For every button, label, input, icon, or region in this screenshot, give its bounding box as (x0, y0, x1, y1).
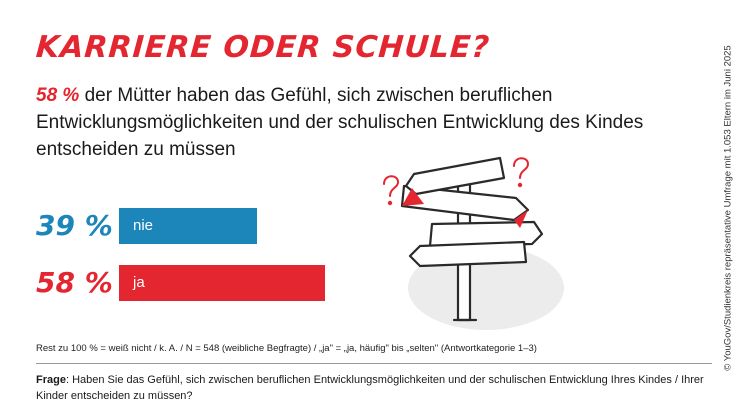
bar-ja: ja (119, 265, 325, 301)
question-text: : Haben Sie das Gefühl, sich zwischen be… (36, 374, 704, 402)
survey-question: Frage: Haben Sie das Gefühl, sich zwisch… (36, 372, 726, 404)
subtitle-highlight: 58 % (36, 85, 80, 106)
question-label: Frage (36, 374, 66, 386)
copyright: © YouGov/Studienkreis repräsentative Umf… (722, 45, 734, 371)
chart-subtitle: 58 % der Mütter haben das Gefühl, sich z… (36, 82, 716, 163)
signpost-icon (383, 156, 564, 330)
bar-nie: nie (119, 208, 258, 244)
chart-title: KARRIERE ODER SCHULE? (34, 30, 492, 65)
bar-value-label: 58 % (36, 266, 113, 299)
subtitle-text: der Mütter haben das Gefühl, sich zwisch… (36, 85, 644, 160)
footnote: Rest zu 100 % = weiß nicht / k. A. / N =… (36, 343, 537, 354)
divider (36, 363, 712, 364)
bar-value-label: 39 % (36, 209, 113, 242)
